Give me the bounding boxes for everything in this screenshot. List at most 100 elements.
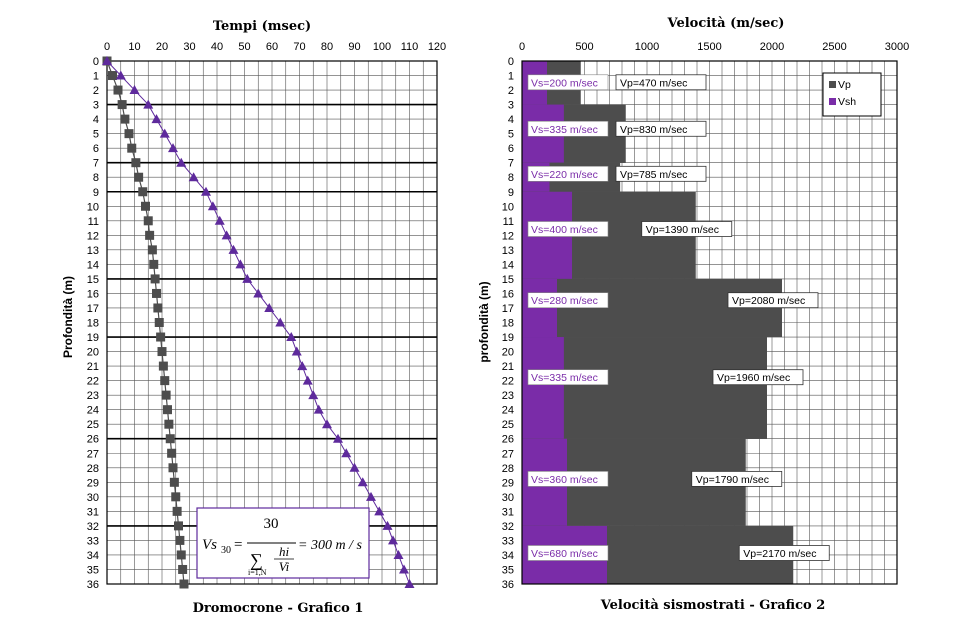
- chart1-y-tick-label: 29: [87, 477, 99, 489]
- chart1-y-tick-label: 16: [87, 288, 99, 300]
- chart2-title: Velocità (m/sec): [667, 16, 785, 31]
- chart1-point-triangle: [308, 390, 319, 400]
- chart1-point-triangle: [322, 419, 332, 429]
- chart1-x-tick-label: 110: [401, 41, 419, 53]
- chart2-vp-label-box: [615, 120, 707, 137]
- chart1-y-tick-label: 24: [87, 405, 99, 417]
- chart1-point-triangle: [264, 302, 275, 312]
- chart1-point-square: [120, 114, 130, 124]
- chart1-y-tick-label: 8: [93, 172, 99, 184]
- chart2-vs-label: Vs=360 m/sec: [531, 474, 598, 486]
- chart1-plot: 0 10 20 30 40 50 60 70 80 90 100 110 120012345678910…: [87, 41, 446, 591]
- formula-lhs: Vs: [202, 537, 217, 553]
- chart2-vs-label-box: [527, 545, 609, 561]
- chart1-point-triangle: [102, 56, 112, 65]
- chart2-vp-label-box: [691, 470, 783, 487]
- chart1-point-triangle: [214, 215, 225, 225]
- chart1-y-tick-label: 6: [93, 143, 99, 155]
- chart2-vs-label-box: [527, 292, 609, 309]
- formula-vi: Vi: [279, 559, 290, 574]
- chart1-point-triangle: [349, 462, 360, 472]
- chart1-y-tick-label: 2: [93, 85, 99, 97]
- chart1-y-tick-label: 32: [87, 521, 99, 533]
- chart2-y-tick-label: 21: [502, 361, 514, 373]
- chart2-vs-label-box: [527, 120, 609, 137]
- chart2-x-tick-label: 1500: [697, 41, 721, 53]
- chart1-y-tick-label: 1: [93, 71, 99, 83]
- chart2-vp-label: Vp=2170 m/sec: [743, 548, 816, 560]
- chart1-y-tick-label: 15: [87, 274, 99, 286]
- chart2-legend-box: [822, 72, 882, 117]
- chart2-y-tick-label: 23: [502, 390, 514, 402]
- chart1-y-tick-label: 18: [87, 318, 99, 330]
- chart2-y-tick-label: 18: [502, 318, 514, 330]
- chart1-y-tick-label: 7: [93, 158, 99, 170]
- chart1-point-triangle: [275, 317, 286, 327]
- chart1-y-tick-label: 33: [87, 535, 99, 547]
- formula-sum-sub: i=1,N: [248, 568, 267, 577]
- chart2-vp-label: Vp=2080 m/sec: [732, 295, 805, 307]
- chart1-point-square: [176, 550, 186, 560]
- chart1-point-square: [124, 129, 134, 139]
- chart2-vp-label: Vp=1790 m/sec: [696, 474, 769, 486]
- chart2-y-tick-label: 20: [502, 347, 514, 359]
- chart1-point-square: [131, 158, 141, 168]
- chart1-point-square: [156, 332, 166, 342]
- chart1-point-square: [147, 245, 157, 255]
- chart2-frame: [521, 60, 898, 585]
- chart2-vp-label-box: [727, 292, 819, 309]
- chart1-point-triangle: [382, 520, 393, 530]
- chart2-vp-label-box: [641, 221, 733, 237]
- chart1-y-tick-label: 13: [87, 245, 99, 257]
- chart1-x-tick-label: 40: [211, 41, 223, 53]
- chart1-x-tick-label: 10: [128, 41, 140, 53]
- chart2-vs-label: Vs=200 m/sec: [531, 77, 598, 89]
- chart1-point-triangle: [333, 433, 343, 443]
- chart2-x-tick-label: 500: [575, 41, 593, 53]
- chart1-y-tick-label: 19: [87, 332, 99, 344]
- formula-result: = 300 m / s: [298, 538, 362, 553]
- chart1-point-triangle: [341, 448, 352, 458]
- chart1-point-square: [127, 143, 137, 153]
- chart1-point-square: [167, 448, 177, 458]
- chart1-y-tick-label: 14: [87, 259, 99, 271]
- chart1-point-triangle: [404, 579, 415, 588]
- chart1-point-triangle: [221, 230, 232, 240]
- chart1-point-square: [169, 477, 179, 487]
- chart2-y-tick-label: 3: [508, 100, 514, 112]
- chart2-y-tick-label: 30: [502, 492, 514, 504]
- chart1-y-tick-label: 26: [87, 434, 99, 446]
- formula-equals: =: [234, 537, 242, 553]
- chart1-point-triangle: [207, 201, 218, 211]
- chart2-vs-bar: [522, 337, 564, 439]
- chart2-y-tick-label: 8: [508, 172, 514, 184]
- chart2-x-tick-label: 1000: [635, 41, 659, 53]
- chart2-y-tick-label: 36: [502, 579, 514, 591]
- chart2-ylabel: profondità (m): [477, 281, 491, 362]
- chart1-x-tick-label: 0: [104, 41, 110, 53]
- chart2-vs-label-box: [527, 166, 609, 182]
- chart1-point-triangle: [188, 172, 199, 182]
- formula-hi: hi: [279, 544, 290, 559]
- chart1-point-square: [161, 390, 171, 400]
- chart2-legend-label: Vsh: [838, 96, 856, 108]
- chart1-point-square: [175, 535, 185, 545]
- chart1-point-triangle: [242, 273, 253, 283]
- chart1-point-square: [150, 274, 160, 284]
- chart2-y-tick-label: 10: [502, 201, 514, 213]
- chart2-legend-swatch: [829, 81, 836, 88]
- chart1-frame: [106, 60, 438, 585]
- chart1-y-tick-label: 5: [93, 129, 99, 141]
- chart2-y-tick-label: 16: [502, 288, 514, 300]
- chart2-y-tick-label: 24: [502, 405, 514, 417]
- formula-numerator: 30: [264, 516, 279, 532]
- chart2-vs-label: Vs=335 m/sec: [531, 124, 598, 136]
- chart2-y-tick-label: 32: [502, 521, 514, 533]
- chart1-point-square: [141, 201, 150, 211]
- chart1-y-tick-label: 10: [87, 201, 99, 213]
- chart1-point-square: [154, 318, 164, 327]
- chart1-point-triangle: [393, 549, 404, 559]
- chart2-y-tick-label: 25: [502, 419, 514, 431]
- chart2-y-tick-label: 27: [502, 448, 514, 460]
- chart1-point-triangle: [291, 346, 302, 356]
